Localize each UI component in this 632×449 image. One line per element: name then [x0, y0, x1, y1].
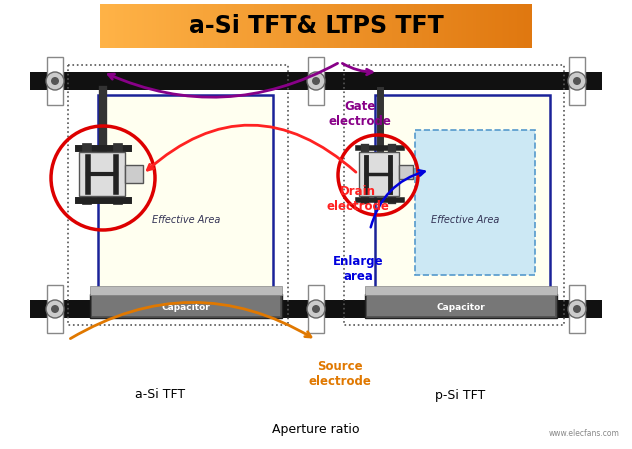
Bar: [125, 165, 143, 183]
Bar: [365, 294, 557, 318]
Text: Capacitor: Capacitor: [162, 303, 210, 312]
Bar: [415, 130, 535, 275]
Bar: [308, 57, 324, 105]
Text: www.elecfans.com: www.elecfans.com: [549, 429, 620, 438]
Text: Enlarge
area: Enlarge area: [332, 255, 384, 283]
Circle shape: [568, 300, 586, 318]
Text: Effective Area: Effective Area: [431, 215, 499, 225]
Text: a-Si TFT: a-Si TFT: [135, 388, 185, 401]
Circle shape: [46, 72, 64, 90]
Bar: [367, 296, 555, 316]
Bar: [30, 300, 602, 318]
Bar: [375, 95, 550, 290]
Circle shape: [573, 305, 581, 313]
Bar: [359, 152, 399, 196]
Text: Aperture ratio: Aperture ratio: [272, 423, 360, 436]
Circle shape: [307, 300, 325, 318]
Bar: [569, 285, 585, 333]
Text: Drain
electrode: Drain electrode: [327, 185, 389, 213]
Circle shape: [51, 77, 59, 85]
Circle shape: [568, 72, 586, 90]
Bar: [344, 65, 564, 325]
Bar: [308, 285, 324, 333]
Text: Gate
electrode: Gate electrode: [329, 100, 391, 128]
Text: Capacitor: Capacitor: [437, 303, 485, 312]
Text: Effective Area: Effective Area: [152, 215, 220, 225]
Bar: [365, 286, 557, 295]
Circle shape: [307, 72, 325, 90]
Bar: [30, 72, 602, 90]
Circle shape: [312, 77, 320, 85]
Bar: [399, 165, 413, 179]
Bar: [47, 57, 63, 105]
Circle shape: [46, 300, 64, 318]
Text: p-Si TFT: p-Si TFT: [435, 388, 485, 401]
Bar: [47, 285, 63, 333]
Bar: [90, 294, 282, 318]
Text: a-Si TFT& LTPS TFT: a-Si TFT& LTPS TFT: [188, 14, 444, 38]
Bar: [68, 65, 288, 325]
Bar: [569, 57, 585, 105]
Text: Source
electrode: Source electrode: [308, 360, 372, 388]
Bar: [92, 296, 280, 316]
Circle shape: [573, 77, 581, 85]
Circle shape: [51, 305, 59, 313]
Bar: [79, 152, 125, 196]
Bar: [90, 286, 282, 295]
Circle shape: [312, 305, 320, 313]
Bar: [98, 95, 273, 290]
